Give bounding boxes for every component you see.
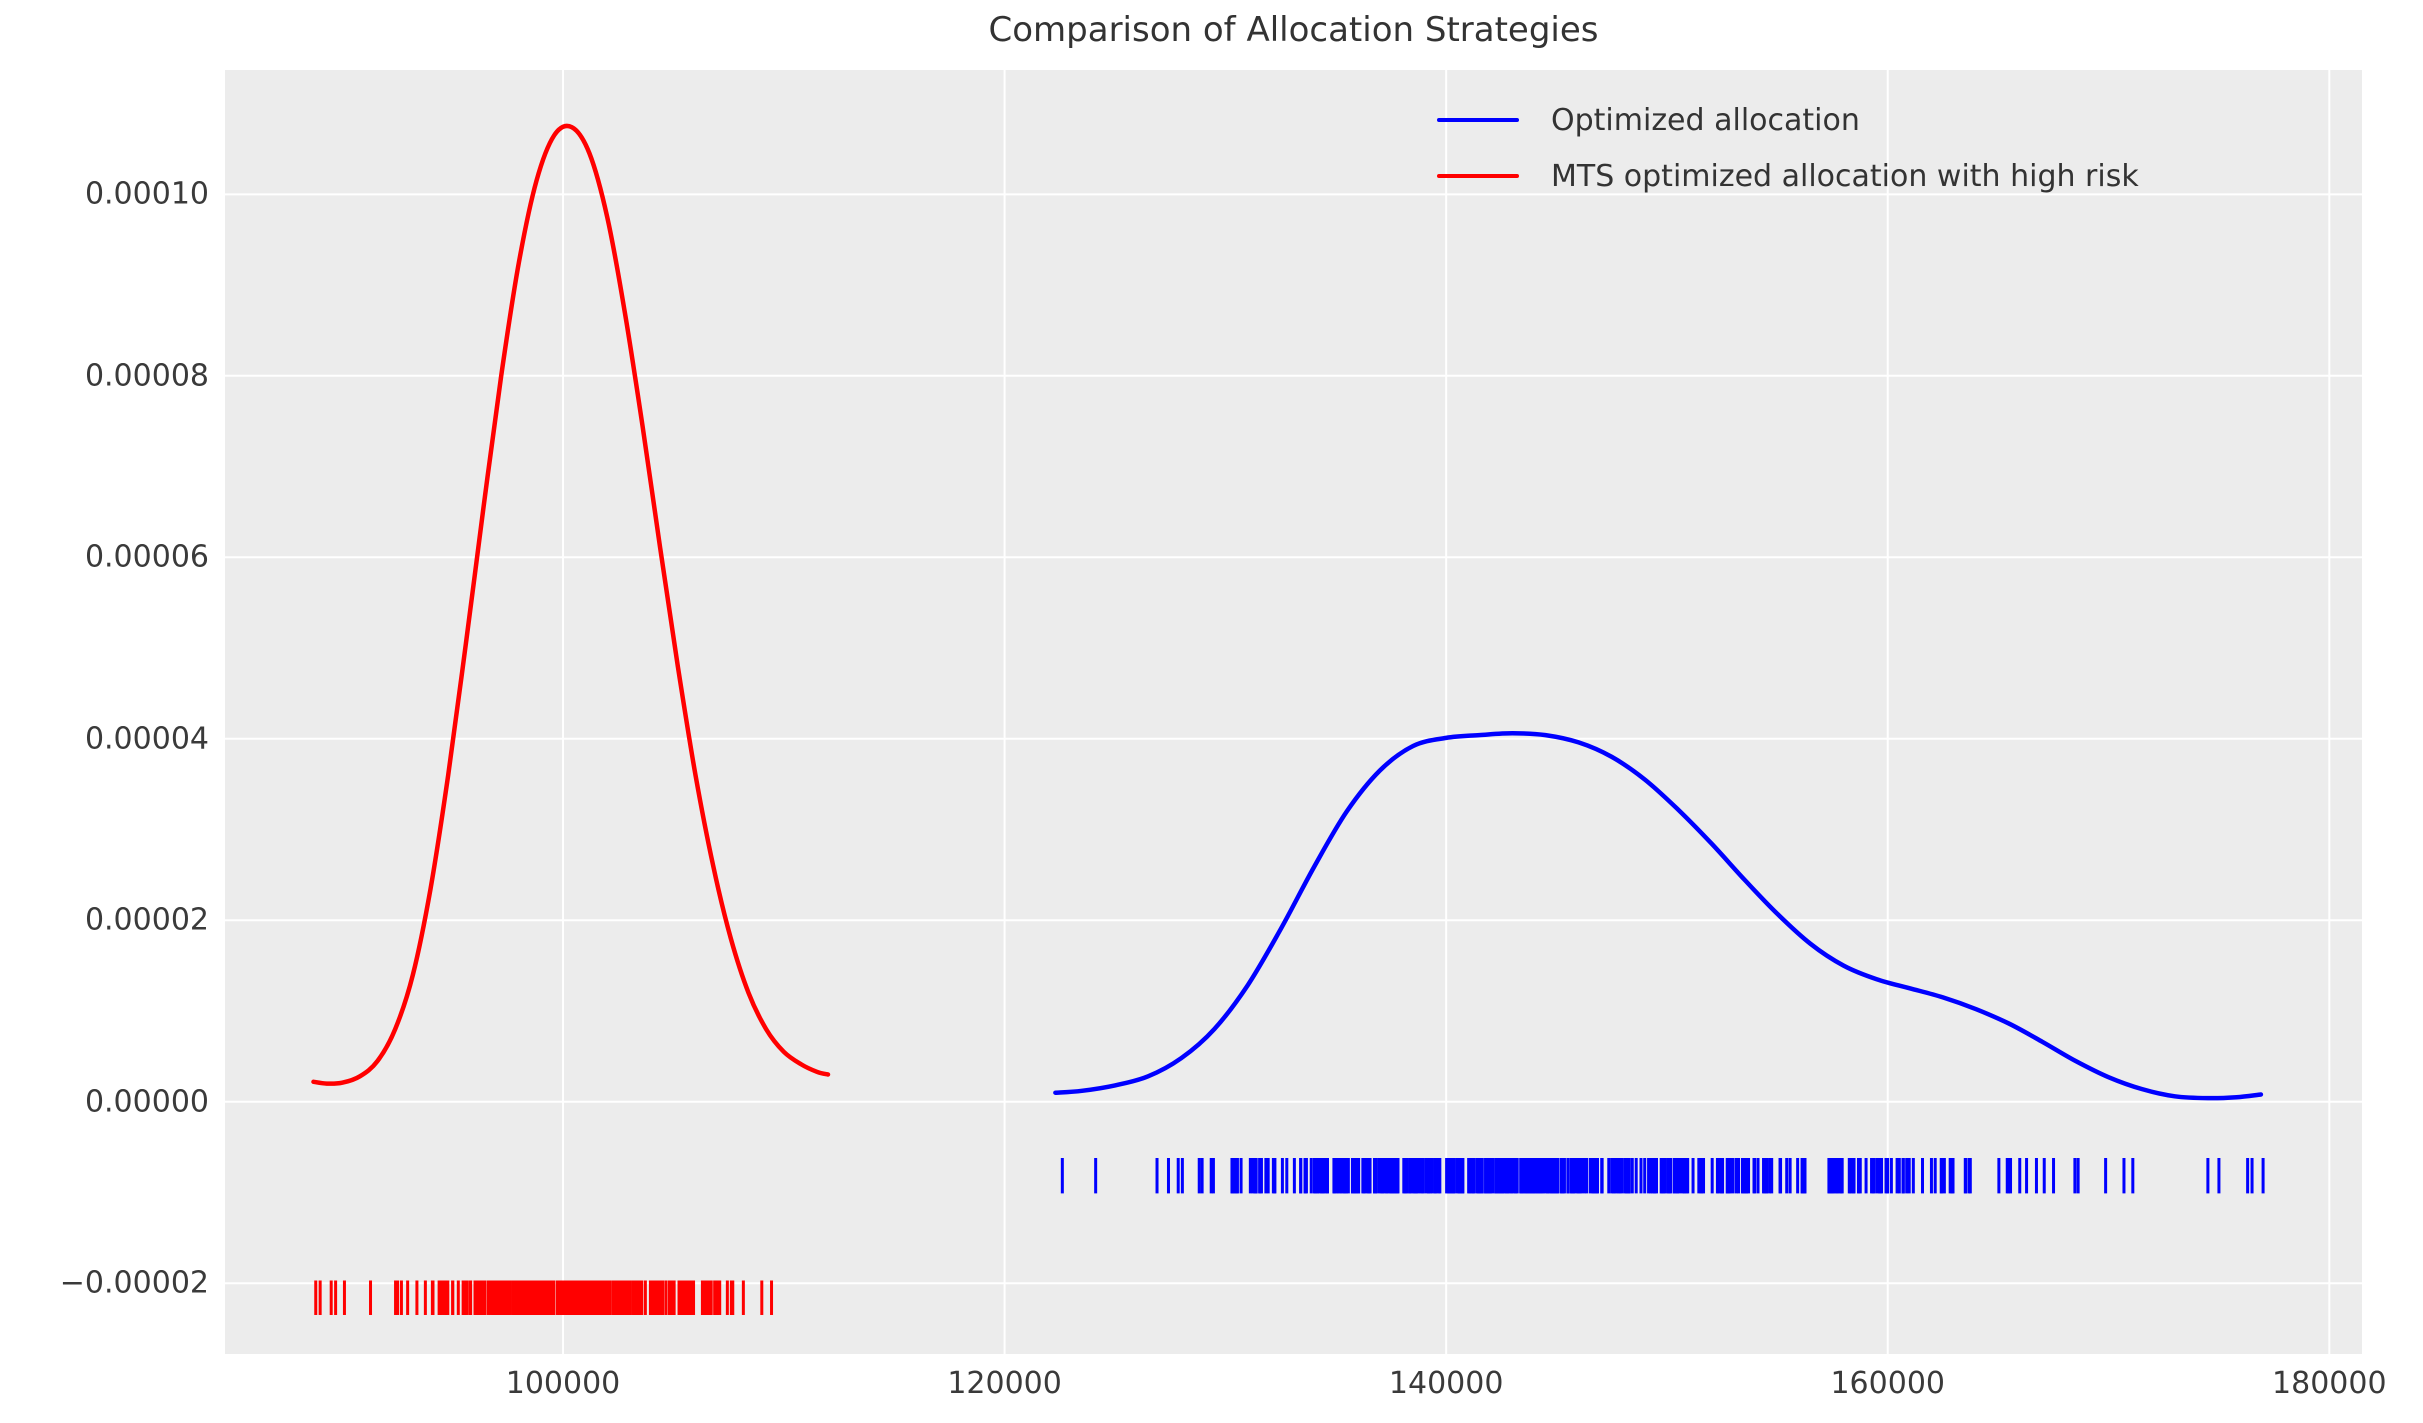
x-tick-label: 180000 xyxy=(2272,1366,2387,1401)
chart-title: Comparison of Allocation Strategies xyxy=(988,10,1599,50)
legend-item-mts-optimized-allocation[interactable]: MTS optimized allocation with high risk xyxy=(1437,148,2139,204)
x-tick-label: 140000 xyxy=(1388,1366,1504,1401)
legend-label: Optimized allocation xyxy=(1551,102,1860,138)
kde-curve-blue xyxy=(1053,731,2264,1101)
legend-line-blue xyxy=(1437,118,1519,122)
rug-red xyxy=(314,1280,774,1315)
legend-label: MTS optimized allocation with high risk xyxy=(1551,158,2139,194)
y-tick-label: 0.00004 xyxy=(84,721,209,757)
legend-item-optimized-allocation[interactable]: Optimized allocation xyxy=(1437,92,2139,148)
kde-curve-red xyxy=(311,123,831,1086)
y-tick-label: 0.00006 xyxy=(84,539,209,575)
y-tick-label: 0.00008 xyxy=(84,358,209,394)
legend-line-red xyxy=(1437,174,1519,178)
plot-area[interactable]: Optimized allocation MTS optimized alloc… xyxy=(225,70,2362,1354)
y-tick-label: 0.00002 xyxy=(84,902,209,938)
y-tick-label: −0.00002 xyxy=(59,1265,209,1301)
chart-canvas xyxy=(225,70,2362,1354)
x-tick-label: 100000 xyxy=(505,1366,621,1401)
rug-blue xyxy=(1060,1157,2265,1194)
y-tick-label: 0.00000 xyxy=(84,1084,209,1120)
x-tick-label: 120000 xyxy=(947,1366,1062,1401)
x-tick-label: 160000 xyxy=(1830,1366,1945,1401)
legend: Optimized allocation MTS optimized alloc… xyxy=(1437,92,2139,204)
y-tick-label: 0.00010 xyxy=(84,176,209,212)
